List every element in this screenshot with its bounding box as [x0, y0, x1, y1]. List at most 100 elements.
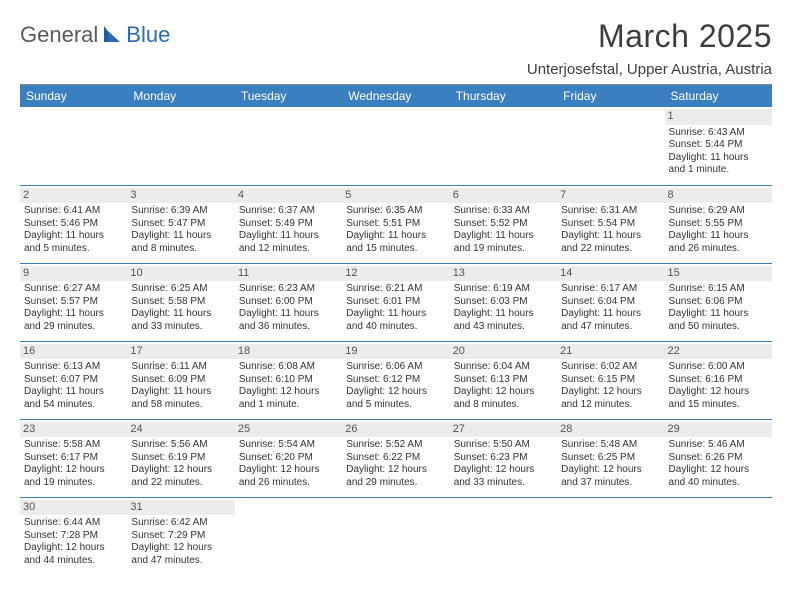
daylight2-text: and 19 minutes. [454, 243, 553, 256]
daylight1-text: Daylight: 11 hours [669, 230, 768, 243]
calendar-day-cell: 13Sunrise: 6:19 AMSunset: 6:03 PMDayligh… [450, 263, 557, 341]
day-number: 21 [557, 344, 664, 360]
daylight1-text: Daylight: 12 hours [669, 464, 768, 477]
sunrise-text: Sunrise: 6:31 AM [561, 205, 660, 218]
sunrise-text: Sunrise: 5:54 AM [239, 439, 338, 452]
sunrise-text: Sunrise: 6:27 AM [24, 283, 123, 296]
calendar-day-cell: 1Sunrise: 6:43 AMSunset: 5:44 PMDaylight… [665, 107, 772, 185]
day-number: 7 [557, 188, 664, 204]
daylight1-text: Daylight: 11 hours [131, 230, 230, 243]
calendar-week-row: 16Sunrise: 6:13 AMSunset: 6:07 PMDayligh… [20, 341, 772, 419]
sunset-text: Sunset: 6:00 PM [239, 296, 338, 309]
daylight2-text: and 8 minutes. [454, 399, 553, 412]
daylight2-text: and 40 minutes. [669, 477, 768, 490]
daylight1-text: Daylight: 11 hours [131, 386, 230, 399]
daylight2-text: and 12 minutes. [561, 399, 660, 412]
day-number: 3 [127, 188, 234, 204]
weekday-header: Friday [557, 85, 664, 107]
sunrise-text: Sunrise: 6:25 AM [131, 283, 230, 296]
day-number: 2 [20, 188, 127, 204]
calendar-week-row: 30Sunrise: 6:44 AMSunset: 7:28 PMDayligh… [20, 497, 772, 575]
day-number: 9 [20, 266, 127, 282]
calendar-day-cell: 19Sunrise: 6:06 AMSunset: 6:12 PMDayligh… [342, 341, 449, 419]
daylight2-text: and 44 minutes. [24, 555, 123, 568]
daylight1-text: Daylight: 12 hours [131, 464, 230, 477]
calendar-day-cell: 21Sunrise: 6:02 AMSunset: 6:15 PMDayligh… [557, 341, 664, 419]
sunrise-text: Sunrise: 6:15 AM [669, 283, 768, 296]
calendar-day-cell: 24Sunrise: 5:56 AMSunset: 6:19 PMDayligh… [127, 419, 234, 497]
calendar-day-cell: 5Sunrise: 6:35 AMSunset: 5:51 PMDaylight… [342, 185, 449, 263]
daylight1-text: Daylight: 11 hours [669, 152, 768, 165]
sunset-text: Sunset: 6:22 PM [346, 452, 445, 465]
daylight2-text: and 22 minutes. [561, 243, 660, 256]
day-number: 19 [342, 344, 449, 360]
calendar-day-cell: 26Sunrise: 5:52 AMSunset: 6:22 PMDayligh… [342, 419, 449, 497]
sunset-text: Sunset: 5:52 PM [454, 218, 553, 231]
calendar-day-cell: 29Sunrise: 5:46 AMSunset: 6:26 PMDayligh… [665, 419, 772, 497]
weekday-header: Saturday [665, 85, 772, 107]
sunset-text: Sunset: 5:57 PM [24, 296, 123, 309]
sunrise-text: Sunrise: 6:43 AM [669, 127, 768, 140]
calendar-empty-cell [235, 497, 342, 575]
month-title: March 2025 [527, 18, 772, 55]
sunrise-text: Sunrise: 6:35 AM [346, 205, 445, 218]
day-number: 4 [235, 188, 342, 204]
calendar-header-row: SundayMondayTuesdayWednesdayThursdayFrid… [20, 85, 772, 107]
daylight2-text: and 26 minutes. [669, 243, 768, 256]
sunset-text: Sunset: 6:06 PM [669, 296, 768, 309]
sunset-text: Sunset: 6:25 PM [561, 452, 660, 465]
weekday-header: Thursday [450, 85, 557, 107]
day-number: 23 [20, 422, 127, 438]
daylight2-text: and 19 minutes. [24, 477, 123, 490]
weekday-header: Wednesday [342, 85, 449, 107]
daylight2-text: and 37 minutes. [561, 477, 660, 490]
daylight1-text: Daylight: 12 hours [669, 386, 768, 399]
calendar-day-cell: 9Sunrise: 6:27 AMSunset: 5:57 PMDaylight… [20, 263, 127, 341]
weekday-header: Tuesday [235, 85, 342, 107]
calendar-day-cell: 15Sunrise: 6:15 AMSunset: 6:06 PMDayligh… [665, 263, 772, 341]
sunrise-text: Sunrise: 6:21 AM [346, 283, 445, 296]
sunrise-text: Sunrise: 5:48 AM [561, 439, 660, 452]
daylight1-text: Daylight: 12 hours [561, 386, 660, 399]
calendar-day-cell: 23Sunrise: 5:58 AMSunset: 6:17 PMDayligh… [20, 419, 127, 497]
calendar-day-cell: 18Sunrise: 6:08 AMSunset: 6:10 PMDayligh… [235, 341, 342, 419]
sunset-text: Sunset: 5:44 PM [669, 139, 768, 152]
weekday-header: Monday [127, 85, 234, 107]
daylight1-text: Daylight: 12 hours [346, 386, 445, 399]
daylight1-text: Daylight: 11 hours [669, 308, 768, 321]
calendar-week-row: 2Sunrise: 6:41 AMSunset: 5:46 PMDaylight… [20, 185, 772, 263]
calendar-day-cell: 16Sunrise: 6:13 AMSunset: 6:07 PMDayligh… [20, 341, 127, 419]
calendar-day-cell: 4Sunrise: 6:37 AMSunset: 5:49 PMDaylight… [235, 185, 342, 263]
calendar-week-row: 1Sunrise: 6:43 AMSunset: 5:44 PMDaylight… [20, 107, 772, 185]
calendar-day-cell: 7Sunrise: 6:31 AMSunset: 5:54 PMDaylight… [557, 185, 664, 263]
daylight2-text: and 33 minutes. [454, 477, 553, 490]
calendar-body: 1Sunrise: 6:43 AMSunset: 5:44 PMDaylight… [20, 107, 772, 575]
sunrise-text: Sunrise: 6:08 AM [239, 361, 338, 374]
sunset-text: Sunset: 6:13 PM [454, 374, 553, 387]
sunset-text: Sunset: 7:28 PM [24, 530, 123, 543]
calendar-empty-cell [450, 107, 557, 185]
daylight2-text: and 29 minutes. [24, 321, 123, 334]
day-number: 13 [450, 266, 557, 282]
day-number: 10 [127, 266, 234, 282]
daylight1-text: Daylight: 11 hours [454, 230, 553, 243]
brand-part2: Blue [126, 22, 170, 48]
calendar-empty-cell [450, 497, 557, 575]
sunrise-text: Sunrise: 6:41 AM [24, 205, 123, 218]
day-number: 12 [342, 266, 449, 282]
sunset-text: Sunset: 5:54 PM [561, 218, 660, 231]
day-number: 30 [20, 500, 127, 516]
day-number: 5 [342, 188, 449, 204]
day-number: 22 [665, 344, 772, 360]
daylight2-text: and 33 minutes. [131, 321, 230, 334]
day-number: 14 [557, 266, 664, 282]
calendar-empty-cell [20, 107, 127, 185]
daylight2-text: and 47 minutes. [131, 555, 230, 568]
daylight1-text: Daylight: 12 hours [454, 386, 553, 399]
sunset-text: Sunset: 6:17 PM [24, 452, 123, 465]
daylight2-text: and 5 minutes. [346, 399, 445, 412]
daylight2-text: and 12 minutes. [239, 243, 338, 256]
sunrise-text: Sunrise: 6:00 AM [669, 361, 768, 374]
sunset-text: Sunset: 6:15 PM [561, 374, 660, 387]
daylight1-text: Daylight: 12 hours [454, 464, 553, 477]
